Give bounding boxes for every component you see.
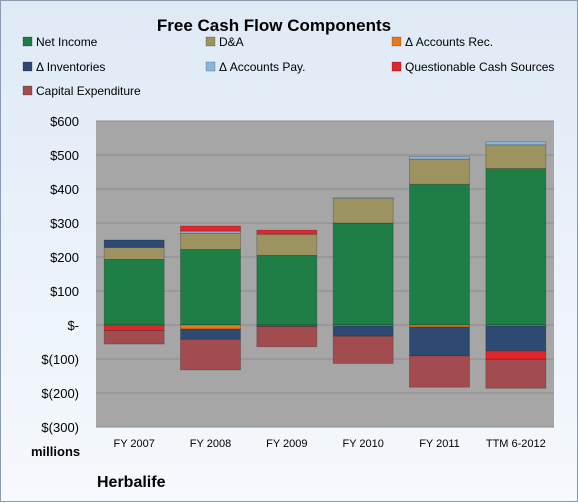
gridlines (96, 120, 554, 428)
y-tick-label: $(200) (41, 386, 79, 401)
y-tick-label: $100 (50, 284, 79, 299)
bar-segment (332, 197, 394, 224)
plot-area (96, 121, 554, 427)
legend-label: Net Income (36, 35, 98, 49)
x-tick-label: FY 2009 (266, 438, 307, 450)
bar-segment (485, 325, 547, 352)
legend-swatch (391, 61, 402, 72)
legend-swatch (22, 61, 33, 72)
bar-segment (103, 330, 165, 345)
y-axis-ticks: $600 $500 $400 $300 $200 $100 $- $(100) $(200) $(… (41, 114, 79, 435)
bar-segment (180, 324, 241, 330)
bar-segment (485, 350, 547, 360)
legend-swatch (205, 61, 216, 72)
bar-segment (256, 254, 318, 326)
legend: Net Income D&A Δ Accounts Rec. Δ Inventorie… (22, 35, 554, 98)
bar-segment (256, 229, 318, 235)
bar-segment (180, 249, 241, 326)
bar-segment (409, 158, 470, 185)
legend-label: Capital Expenditure (36, 84, 141, 98)
bar-segment (103, 258, 165, 326)
bar-segment (485, 358, 547, 389)
bar-segment (180, 232, 241, 250)
company-label: Herbalife (97, 474, 166, 491)
bar-segment (332, 222, 394, 326)
bar-segment (485, 140, 547, 146)
unit-label: millions (31, 444, 80, 459)
y-tick-label: $400 (50, 182, 79, 197)
bar-segment (103, 325, 165, 331)
bar-segment (485, 168, 547, 326)
bar-segment (409, 155, 470, 160)
legend-swatch (205, 36, 216, 47)
bar-segment (409, 355, 470, 388)
bar-segment (485, 144, 547, 170)
bar-segment (332, 197, 394, 199)
bar-segment (180, 225, 241, 232)
bar-segment (256, 233, 318, 256)
y-tick-label: $- (67, 318, 79, 333)
bars (103, 140, 547, 389)
bar-segment (409, 326, 470, 357)
x-tick-label: FY 2007 (113, 438, 154, 450)
x-tick-label: FY 2010 (342, 438, 383, 450)
legend-label: Questionable Cash Sources (405, 60, 554, 74)
x-tick-label: FY 2008 (190, 438, 231, 450)
legend-label: D&A (219, 35, 244, 49)
bar-segment (180, 328, 241, 340)
legend-label: Δ Accounts Pay. (219, 60, 306, 74)
bar-segment (103, 247, 165, 260)
bar-segment (180, 338, 241, 371)
y-tick-label: $(300) (41, 420, 79, 435)
legend-swatch (22, 85, 33, 96)
x-tick-label: FY 2011 (419, 438, 460, 450)
legend-swatch (391, 36, 402, 47)
bar-segment (409, 183, 470, 326)
bar-segment (332, 335, 394, 364)
y-tick-label: $500 (50, 148, 79, 163)
x-tick-label: TTM 6-2012 (486, 438, 546, 450)
bar-segment (256, 325, 318, 348)
bar-segment (103, 239, 165, 248)
legend-label: Δ Accounts Rec. (405, 35, 493, 49)
chart-title: Free Cash Flow Components (157, 16, 391, 35)
x-axis-ticks: FY 2007 FY 2008 FY 2009 FY 2010 FY 2011 TTM 6… (113, 438, 545, 450)
legend-swatch (22, 36, 33, 47)
y-tick-label: $200 (50, 250, 79, 265)
y-tick-label: $(100) (41, 352, 79, 367)
bar-segment (332, 325, 394, 337)
y-tick-label: $300 (50, 216, 79, 231)
legend-label: Δ Inventories (36, 60, 105, 74)
y-tick-label: $600 (50, 114, 79, 129)
